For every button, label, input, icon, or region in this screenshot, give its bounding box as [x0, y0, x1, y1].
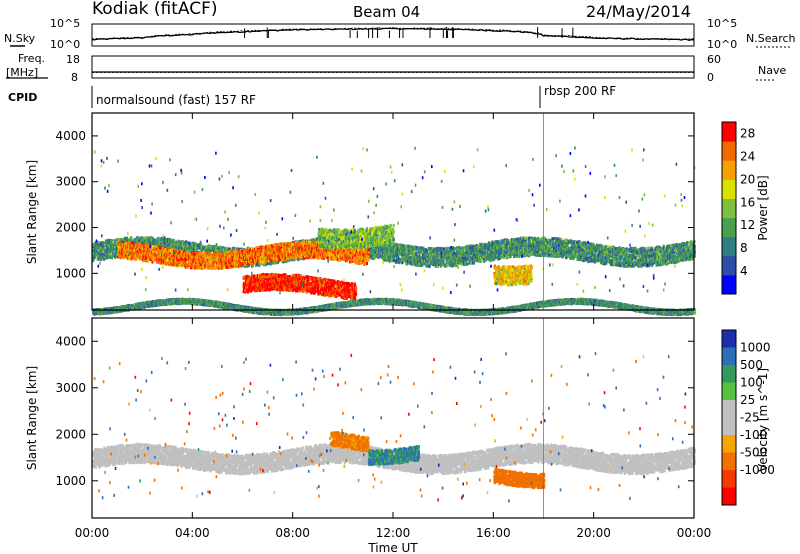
scatter-cell	[500, 256, 502, 259]
date-title: 24/May/2014	[586, 2, 691, 21]
freq-tick-top: 18	[66, 53, 80, 66]
scatter-cell	[109, 253, 111, 256]
freq-tick-bottom: 8	[71, 71, 78, 84]
scatter-cell	[409, 256, 411, 259]
nsky-strip: N.Sky 10^5 10^0 10^5 10^0 N.Search	[4, 17, 796, 51]
nsky-label: N.Sky	[4, 32, 36, 45]
scatter-cell	[460, 263, 462, 266]
freq-label-1: Freq.	[18, 52, 45, 65]
scatter-cell	[470, 246, 472, 249]
nsearch-tick-top: 10^5	[707, 17, 737, 30]
scatter-cell	[464, 248, 466, 251]
scatter-cell	[466, 262, 468, 265]
cpid-strip: CPID normalsound (fast) 157 RF rbsp 200 …	[8, 84, 616, 108]
nave-tick-bottom: 0	[707, 71, 714, 84]
freq-strip: Freq. [MHz] 18 8 60 0 Nave	[6, 52, 786, 84]
freq-label-2: [MHz]	[6, 66, 38, 79]
scatter-cell	[446, 247, 448, 250]
station-title: Kodiak (fitACF)	[92, 0, 218, 19]
beam-title: Beam 04	[353, 3, 420, 21]
scatter-cell	[458, 246, 460, 249]
scatter-cell	[480, 260, 482, 263]
nave-tick-top: 60	[707, 53, 721, 66]
nave-label: Nave	[758, 64, 786, 77]
nsearch-line	[92, 28, 694, 40]
nsearch-tick-bottom: 10^0	[707, 38, 737, 51]
cpid-label: CPID	[8, 91, 37, 104]
cpid-segment-2: rbsp 200 RF	[544, 84, 616, 98]
scatter-cell	[552, 237, 554, 240]
cpid-segment-1: normalsound (fast) 157 RF	[96, 93, 256, 107]
nsearch-label: N.Search	[746, 32, 796, 45]
nsky-tick-top: 10^5	[50, 17, 80, 30]
scatter-cell	[526, 237, 528, 240]
nsky-tick-bottom: 10^0	[50, 38, 80, 51]
